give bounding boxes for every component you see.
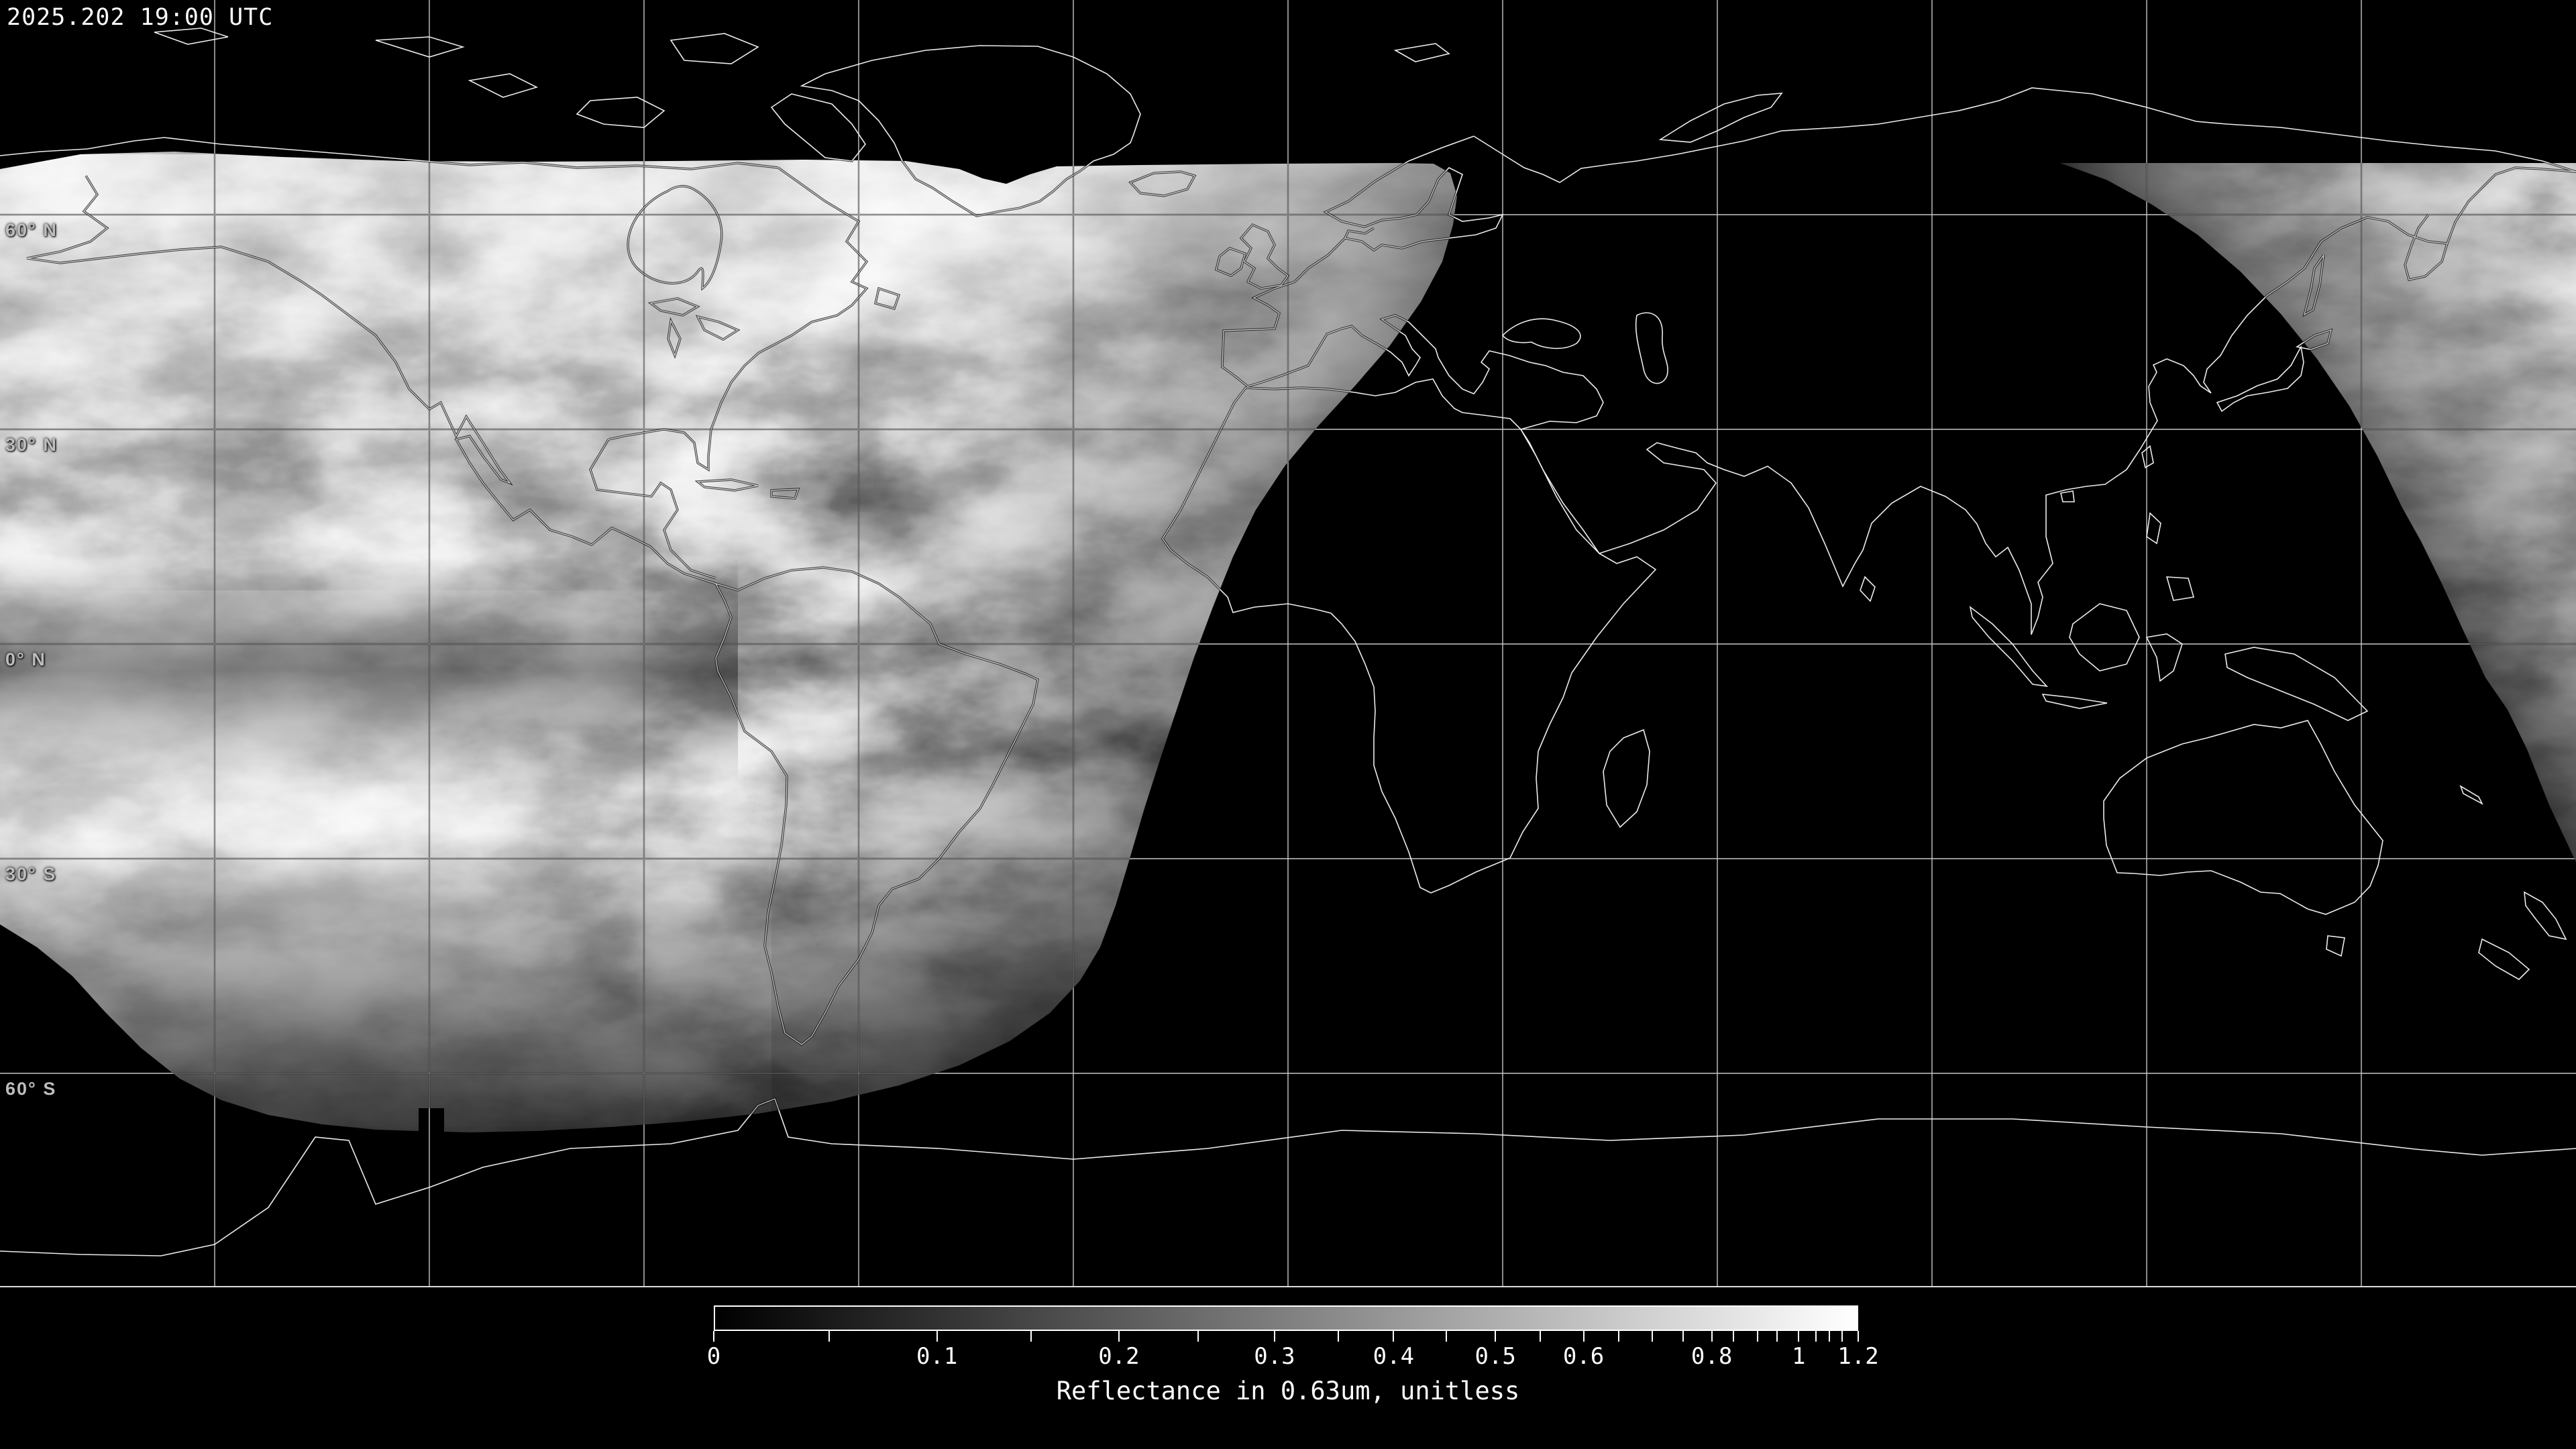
latitude-label: 30° S <box>5 864 57 884</box>
colorbar-tick-label: 0.3 <box>1254 1343 1295 1370</box>
colorbar-tick <box>1858 1331 1859 1342</box>
colorbar-tick-label: 1.2 <box>1837 1343 1879 1370</box>
colorbar-tick <box>1733 1331 1735 1342</box>
colorbar-tick-label: 0.6 <box>1562 1343 1605 1370</box>
colorbar-tick <box>1582 1331 1585 1342</box>
equatorial-shade <box>0 557 738 785</box>
colorbar-tick <box>1815 1331 1817 1342</box>
colorbar-tick <box>1618 1331 1620 1342</box>
colorbar-tick <box>1273 1331 1275 1342</box>
latitude-label: 60° N <box>5 220 58 240</box>
colorbar-tick <box>1682 1331 1684 1342</box>
colorbar-tick <box>828 1331 830 1342</box>
latitude-label: 0° N <box>5 649 46 669</box>
colorbar-tick <box>936 1331 938 1342</box>
colorbar-tick-label: 0.4 <box>1373 1343 1415 1370</box>
colorbar-tick <box>713 1331 714 1342</box>
morning-twilight <box>2039 161 2576 899</box>
colorbar-tick <box>1030 1331 1032 1342</box>
colorbar-tick <box>1445 1331 1447 1342</box>
colorbar-tick <box>1829 1331 1831 1342</box>
colorbar-tick <box>1539 1331 1541 1342</box>
latitude-label: 60° S <box>5 1079 57 1099</box>
colorbar-tick <box>1798 1331 1800 1342</box>
colorbar-tick-label: 0.2 <box>1098 1343 1140 1370</box>
colorbar-title: Reflectance in 0.63um, unitless <box>1056 1377 1520 1405</box>
colorbar-tick <box>1118 1331 1120 1342</box>
colorbar-gradient <box>714 1305 1858 1331</box>
colorbar-tick <box>1338 1331 1340 1342</box>
colorbar-tick <box>1495 1331 1497 1342</box>
colorbar-tick <box>1711 1331 1713 1342</box>
colorbar-tick-label: 0.1 <box>916 1343 958 1370</box>
colorbar-tick <box>1393 1331 1395 1342</box>
colorbar-tick <box>1651 1331 1653 1342</box>
colorbar-tick-label: 0.8 <box>1690 1343 1733 1370</box>
colorbar-tick <box>1841 1331 1843 1342</box>
colorbar-tick <box>1756 1331 1758 1342</box>
colorbar-tick-label: 0.5 <box>1474 1343 1516 1370</box>
timestamp-label: 2025.202 19:00 UTC <box>7 4 274 31</box>
colorbar-tick <box>1776 1331 1778 1342</box>
southern-twilight <box>0 839 1208 1132</box>
colorbar-tick-label: 0 <box>706 1343 721 1370</box>
colorbar-tick <box>1197 1331 1199 1342</box>
latitude-label: 30° N <box>5 435 58 455</box>
colorbar-tick-label: 1 <box>1792 1343 1806 1370</box>
